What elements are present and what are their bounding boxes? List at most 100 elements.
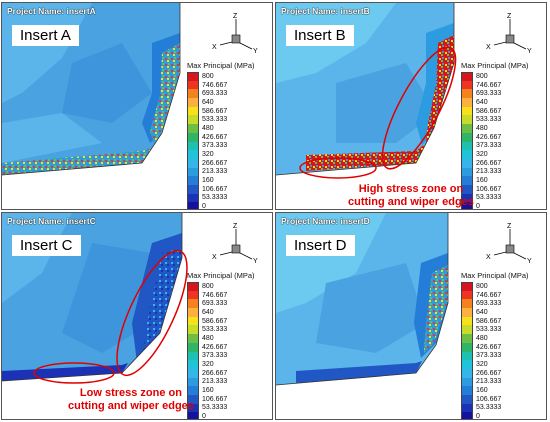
color-legend: Max Principal (MPa) 800 746.667 693.333 640… bbox=[461, 61, 545, 210]
legend-swatch bbox=[461, 377, 473, 387]
legend-swatch bbox=[461, 150, 473, 159]
legend-swatch bbox=[461, 386, 473, 395]
panel-insert-b: Project Name: insertB Insert B Z X Y Max… bbox=[275, 2, 547, 210]
legend-level-label: 533.333 bbox=[202, 116, 228, 124]
color-legend: Max Principal (MPa) 800 746.667 693.333 640… bbox=[461, 271, 545, 419]
legend-row: 533.333 bbox=[187, 325, 271, 335]
legend-row: 213.333 bbox=[461, 377, 545, 387]
legend-swatch bbox=[461, 316, 473, 326]
legend-row: 426.667 bbox=[461, 342, 545, 352]
legend-swatch bbox=[187, 80, 199, 90]
legend-swatch bbox=[461, 106, 473, 116]
panel-insert-d: Project Name: insertD Insert D Z X Y Max… bbox=[275, 212, 547, 420]
legend-level-label: 746.667 bbox=[202, 291, 228, 299]
legend-row: 320 bbox=[187, 360, 271, 369]
legend-level-label: 160 bbox=[476, 177, 488, 185]
legend-row: 640 bbox=[461, 98, 545, 107]
legend-row: 213.333 bbox=[187, 377, 271, 387]
legend-level-label: 320 bbox=[202, 151, 214, 159]
stress-zone-ellipse-cutting-edge bbox=[381, 46, 457, 170]
legend-swatch bbox=[187, 394, 199, 404]
legend-row: 266.667 bbox=[461, 158, 545, 168]
legend-row: 693.333 bbox=[461, 299, 545, 309]
legend-level-label: 373.333 bbox=[202, 142, 228, 150]
annotation-low-stress: Low stress zone on cutting and wiper edge… bbox=[68, 387, 194, 413]
legend-level-label: 0 bbox=[476, 203, 480, 210]
legend-row: 106.667 bbox=[187, 184, 271, 194]
legend-swatch bbox=[187, 202, 199, 209]
legend-swatch bbox=[187, 351, 199, 361]
insert-label: Insert A bbox=[12, 25, 79, 46]
legend-level-label: 693.333 bbox=[476, 300, 502, 308]
legend-swatch bbox=[461, 98, 473, 107]
legend-row: 53.3333 bbox=[461, 193, 545, 203]
panel-insert-a: Project Name: insertA Insert A Z X Y Max… bbox=[1, 2, 273, 210]
legend-row: 53.3333 bbox=[461, 403, 545, 413]
legend-level-label: 266.667 bbox=[202, 369, 228, 377]
legend-row: 640 bbox=[187, 98, 271, 107]
legend-row: 640 bbox=[187, 308, 271, 317]
legend-row: 800 bbox=[461, 282, 545, 291]
legend-level-label: 693.333 bbox=[476, 90, 502, 98]
legend-row: 640 bbox=[461, 308, 545, 317]
legend-level-label: 160 bbox=[202, 387, 214, 395]
legend-level-label: 53.3333 bbox=[202, 194, 228, 202]
legend-swatch bbox=[461, 89, 473, 99]
legend-row: 586.667 bbox=[461, 106, 545, 116]
legend-level-label: 586.667 bbox=[202, 107, 228, 115]
legend-swatch bbox=[187, 106, 199, 116]
legend-title: Max Principal (MPa) bbox=[461, 271, 529, 280]
legend-swatch bbox=[187, 368, 199, 378]
legend-swatch bbox=[187, 403, 199, 413]
legend-level-label: 586.667 bbox=[476, 317, 502, 325]
legend-row: 480 bbox=[461, 334, 545, 343]
legend-row: 586.667 bbox=[187, 316, 271, 326]
stress-zone-ellipse-cutting-edge bbox=[116, 249, 188, 377]
legend-row: 213.333 bbox=[187, 167, 271, 177]
legend-row: 746.667 bbox=[461, 290, 545, 300]
legend-swatch bbox=[187, 325, 199, 335]
legend-level-label: 53.3333 bbox=[476, 194, 502, 202]
legend-level-label: 693.333 bbox=[202, 90, 228, 98]
legend-row: 746.667 bbox=[187, 80, 271, 90]
legend-level-label: 746.667 bbox=[476, 81, 502, 89]
legend-level-label: 373.333 bbox=[476, 352, 502, 360]
stress-zone-ellipse-wiper-edge bbox=[299, 157, 377, 179]
legend-row: 53.3333 bbox=[187, 403, 271, 413]
legend-swatch bbox=[187, 141, 199, 151]
legend-row: 800 bbox=[461, 72, 545, 81]
axis-triad: Z X Y bbox=[212, 223, 258, 265]
legend-level-label: 480 bbox=[476, 124, 488, 132]
legend-level-label: 533.333 bbox=[476, 116, 502, 124]
triad-z-label: Z bbox=[507, 13, 512, 20]
axis-triad: Z X Y bbox=[212, 13, 258, 55]
legend-row: 586.667 bbox=[187, 106, 271, 116]
legend-row: 480 bbox=[187, 124, 271, 133]
legend-row: 0 bbox=[461, 412, 545, 419]
legend-level-label: 320 bbox=[476, 151, 488, 159]
legend-level-label: 800 bbox=[476, 282, 488, 290]
legend-row: 266.667 bbox=[187, 158, 271, 168]
legend-row: 426.667 bbox=[187, 342, 271, 352]
legend-swatch bbox=[461, 141, 473, 151]
legend-row: 373.333 bbox=[461, 351, 545, 361]
legend-swatch bbox=[187, 412, 199, 419]
legend-swatch bbox=[461, 80, 473, 90]
legend-row: 426.667 bbox=[461, 132, 545, 142]
legend-level-label: 426.667 bbox=[476, 133, 502, 141]
legend-row: 533.333 bbox=[461, 325, 545, 335]
legend-swatch bbox=[187, 98, 199, 107]
legend-swatch bbox=[461, 368, 473, 378]
insert-label: Insert B bbox=[286, 25, 354, 46]
legend-level-label: 53.3333 bbox=[476, 404, 502, 412]
legend-swatch bbox=[187, 342, 199, 352]
legend-level-label: 266.667 bbox=[476, 159, 502, 167]
triad-x-label: X bbox=[212, 254, 217, 261]
legend-swatch bbox=[461, 132, 473, 142]
color-legend: Max Principal (MPa) 800 746.667 693.333 640… bbox=[187, 61, 271, 209]
legend-swatch bbox=[461, 115, 473, 125]
legend-level-label: 640 bbox=[202, 98, 214, 106]
legend-row: 0 bbox=[187, 412, 271, 419]
triad-x-label: X bbox=[486, 44, 491, 51]
legend-row: 320 bbox=[187, 150, 271, 159]
